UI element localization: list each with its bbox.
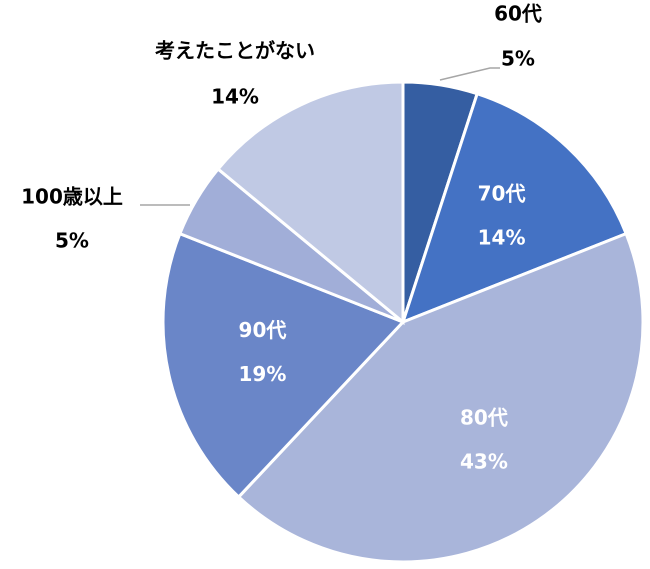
pie-slice [236, 231, 645, 564]
slice-category-label: 60代 [494, 2, 542, 26]
slice-value-label: 19% [239, 362, 287, 386]
slice-category-label: 100歳以上 [21, 185, 123, 209]
slice-category-label: 70代 [478, 182, 526, 206]
pie-slice [215, 80, 405, 326]
slice-value-label: 14% [478, 226, 526, 250]
slice-value-label: 5% [501, 47, 535, 71]
slice-category-label: 考えたことがない [155, 39, 315, 63]
slice-value-label: 5% [55, 229, 89, 253]
slice-value-label: 43% [460, 450, 508, 474]
pie-slice [400, 91, 629, 325]
slice-category-label: 90代 [239, 318, 287, 342]
slice-value-label: 14% [211, 85, 259, 109]
slice-category-label: 80代 [460, 406, 508, 430]
leader-line [439, 67, 500, 81]
